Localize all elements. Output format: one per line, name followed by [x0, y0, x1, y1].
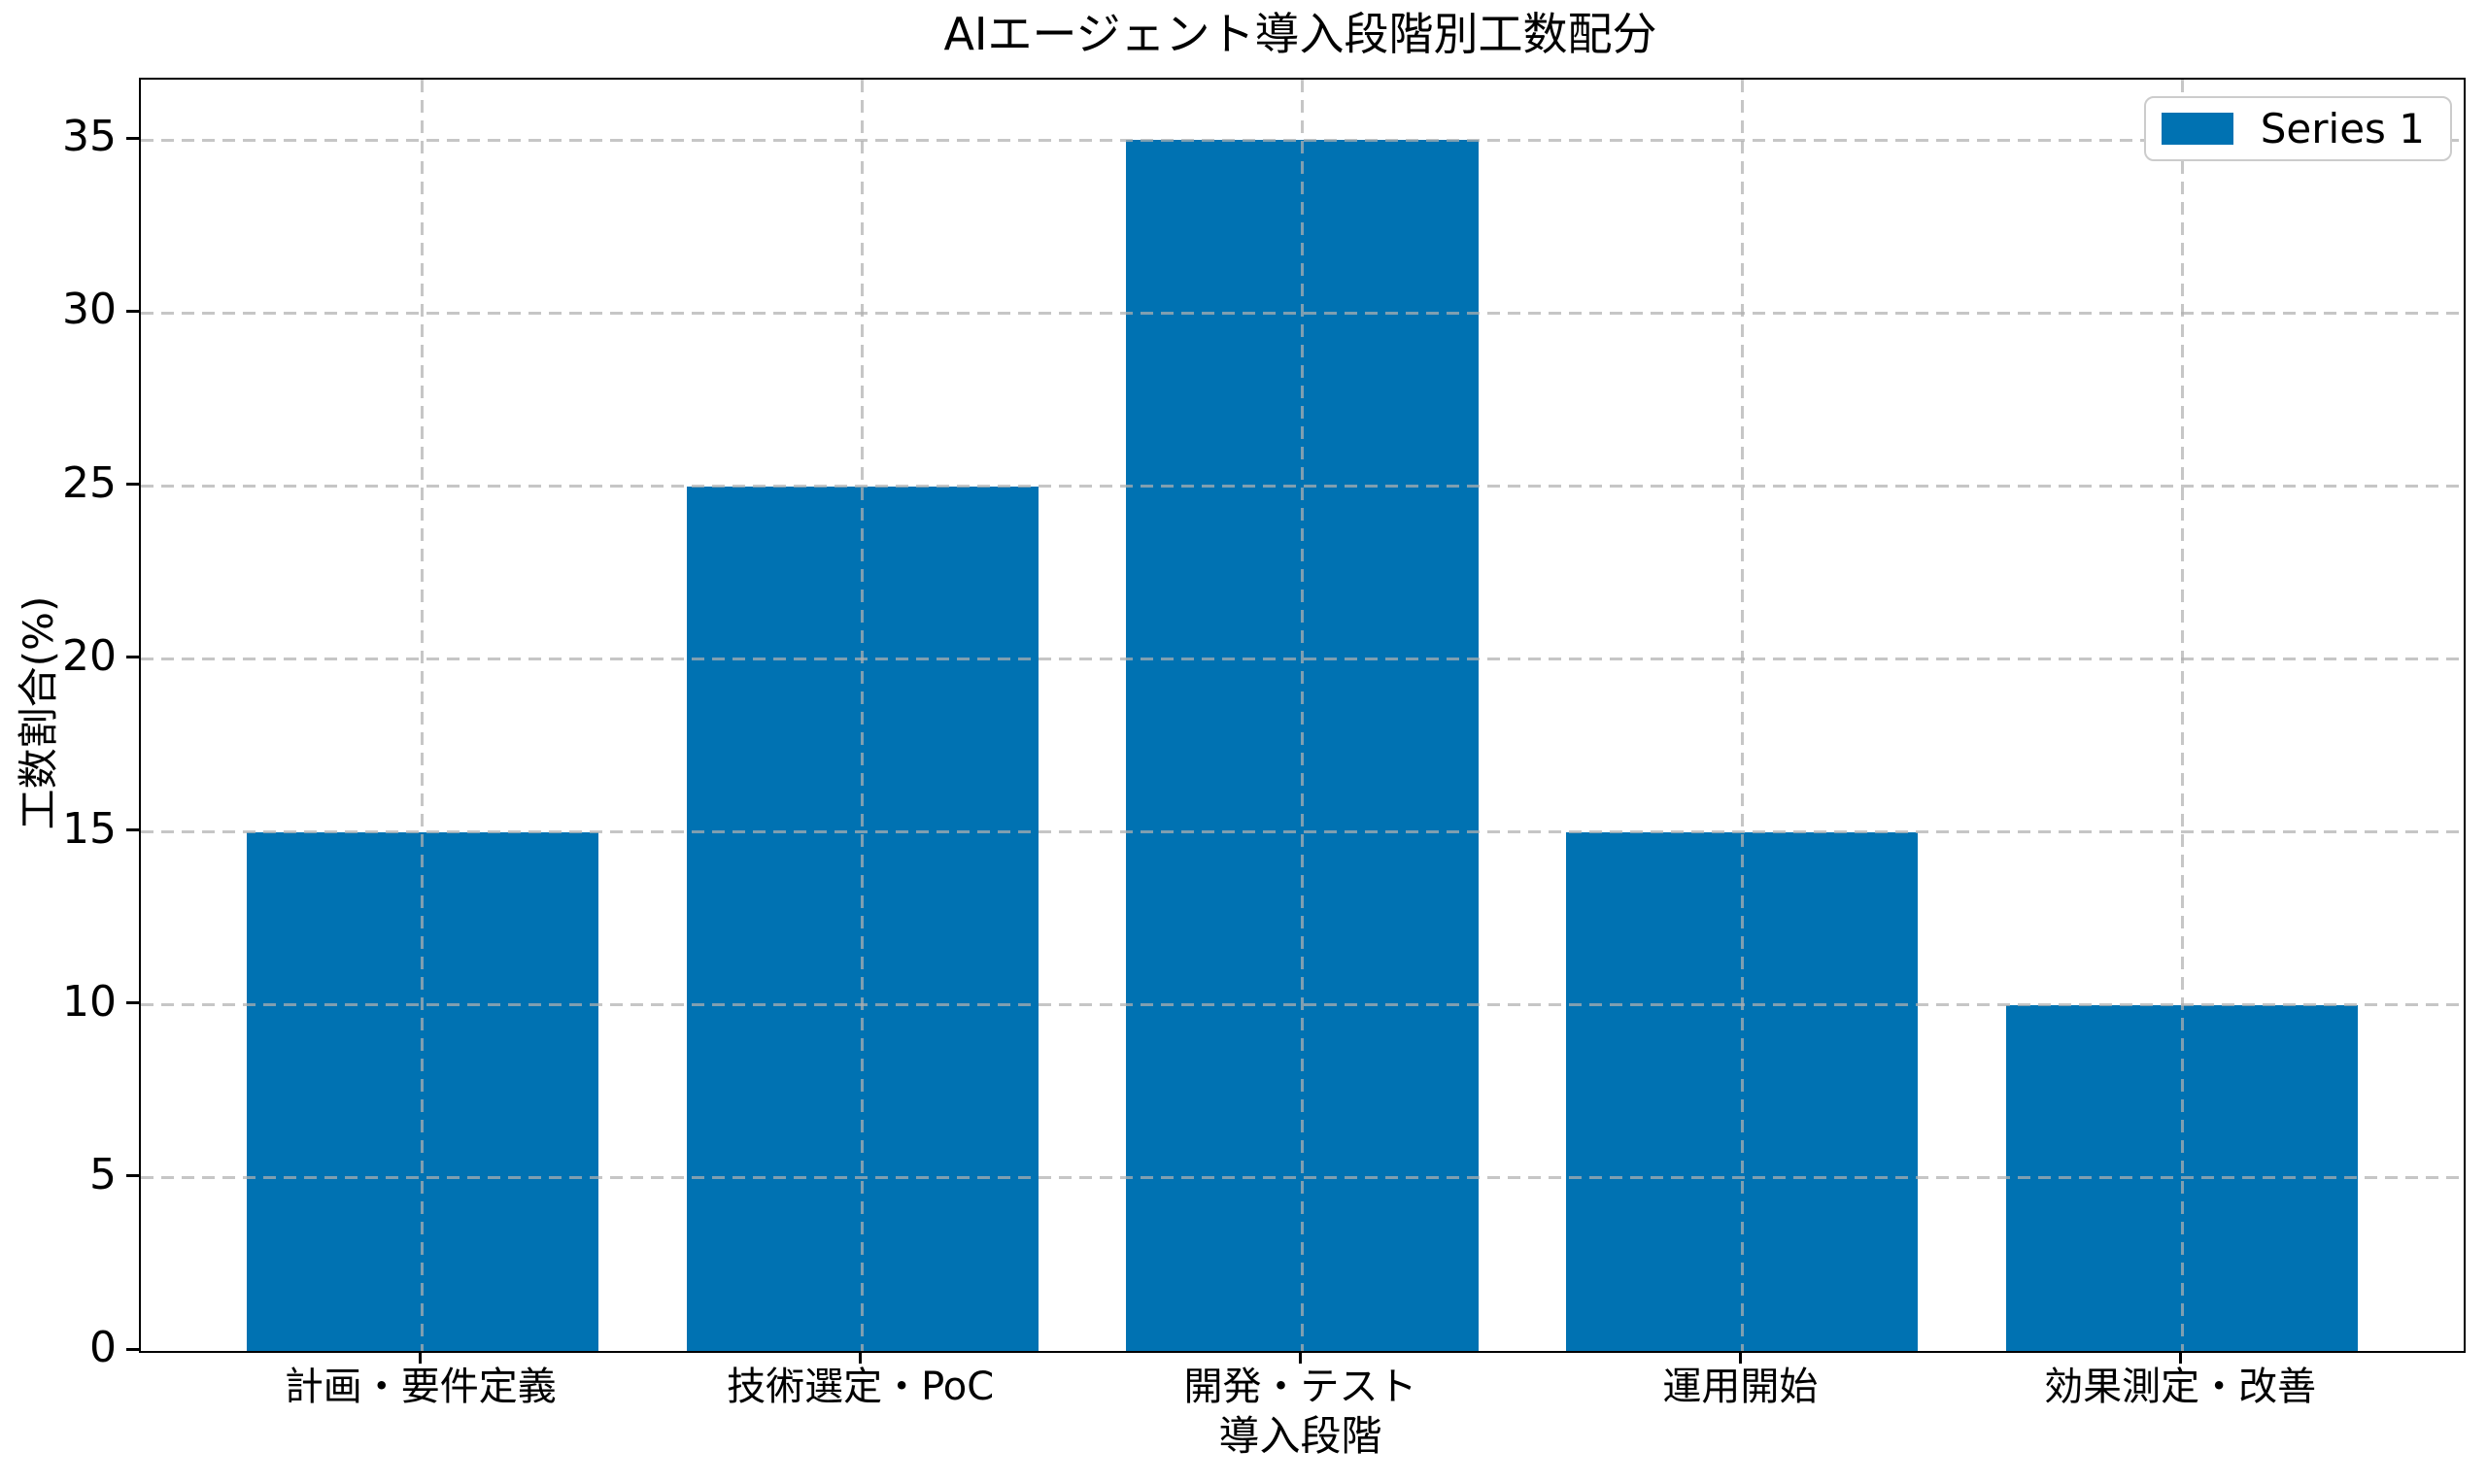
- x-gridline: [2180, 80, 2184, 1351]
- x-tick-label: 技術選定・PoC: [727, 1365, 995, 1409]
- y-tick-mark: [126, 1001, 139, 1005]
- y-tick-mark: [126, 1347, 139, 1351]
- x-gridline: [1740, 80, 1744, 1351]
- y-tick-mark: [126, 828, 139, 832]
- x-gridline: [861, 80, 865, 1351]
- y-tick-mark: [126, 136, 139, 140]
- x-tick-mark: [1299, 1351, 1302, 1364]
- y-tick-label: 20: [62, 630, 117, 681]
- x-tick-label: 開発・テスト: [1183, 1365, 1417, 1409]
- x-gridline: [421, 80, 425, 1351]
- y-tick-mark: [126, 656, 139, 659]
- x-gridline: [1301, 80, 1304, 1351]
- legend-swatch: [2161, 113, 2233, 145]
- x-tick-label: 運用開始: [1662, 1365, 1819, 1409]
- y-tick-label: 15: [62, 803, 117, 854]
- x-tick-label: 計画・要件定義: [284, 1365, 557, 1409]
- plot-area: Series 1: [139, 78, 2466, 1353]
- y-tick-label: 5: [89, 1150, 117, 1200]
- x-axis-label: 導入段階: [1218, 1412, 1382, 1460]
- y-tick-mark: [126, 1174, 139, 1178]
- y-tick-label: 30: [62, 285, 117, 335]
- legend-label: Series 1: [2260, 104, 2425, 152]
- y-tick-mark: [126, 483, 139, 487]
- x-tick-mark: [2178, 1351, 2182, 1364]
- y-tick-label: 25: [62, 457, 117, 508]
- y-tick-label: 0: [89, 1323, 117, 1373]
- x-tick-mark: [1738, 1351, 1742, 1364]
- x-tick-mark: [859, 1351, 863, 1364]
- legend: Series 1: [2143, 96, 2452, 161]
- x-tick-mark: [419, 1351, 423, 1364]
- y-axis-label: 工数割合(%): [15, 595, 62, 830]
- y-tick-label: 35: [62, 112, 117, 162]
- y-tick-label: 10: [62, 976, 117, 1027]
- chart-title: AIエージェント導入段階別工数配分: [943, 8, 1657, 60]
- x-tick-label: 効果測定・改善: [2044, 1365, 2317, 1409]
- y-tick-mark: [126, 309, 139, 313]
